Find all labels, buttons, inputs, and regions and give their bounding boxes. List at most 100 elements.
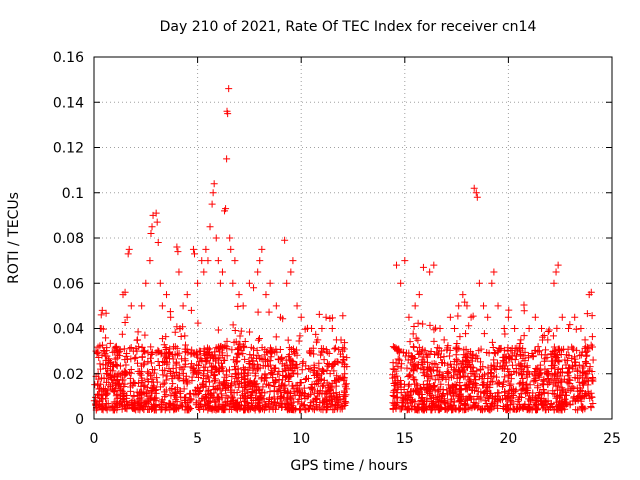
data-point-background [569,397,577,405]
data-point-background [547,362,555,370]
data-point-background [549,389,557,397]
data-point-background [300,401,308,409]
data-point-background [179,369,187,377]
data-point-background [162,386,170,394]
data-point-background [284,336,292,344]
data-point-background [206,397,214,405]
data-point-background [218,403,226,411]
data-point-background [108,376,116,384]
data-point [415,291,423,299]
data-point-background [240,384,248,392]
data-point-background [426,321,434,329]
data-point-background [425,384,433,392]
data-point-background [460,401,468,409]
data-point-background [254,308,262,316]
data-point-background [148,349,156,357]
data-point-background [413,406,421,414]
data-point-background [515,393,523,401]
data-point-background [243,404,251,412]
data-point-background [173,351,181,359]
data-point-background [409,330,417,338]
data-point-background [264,357,272,365]
data-point [107,358,115,366]
data-point-background [419,345,427,353]
data-point-background [231,327,239,335]
data-point-background [138,378,146,386]
data-point-background [99,395,107,403]
data-point-background [118,330,126,338]
data-point-background [580,381,588,389]
axis-tick-labels: 0 0.02 0.04 0.06 0.08 0.1 0.12 0.14 0.16 0 5 10 15 20… [53,50,621,447]
data-point-background [403,395,411,403]
data-point-background [187,363,195,371]
x-tick-label: 15 [396,431,414,447]
data-point [129,347,137,355]
y-tick-label: 0.04 [53,322,84,338]
data-point-background [466,383,474,391]
data-point-background [431,386,439,394]
data-point-background [524,404,532,412]
data-point-background [272,377,280,385]
data-point-background [489,377,497,385]
data-point-background [339,395,347,403]
data-point-background [317,351,325,359]
data-point-background [405,380,413,388]
data-point-background [228,393,236,401]
data-point-background [239,342,247,350]
data-point-background [172,404,180,412]
data-point-background [239,394,247,402]
data-point-background [320,399,328,407]
data-point-background [307,349,315,357]
data-point-background [453,361,461,369]
data-point-background [408,352,416,360]
data-point [235,291,243,299]
data-point-background [298,366,306,374]
data-point-background [445,404,453,412]
data-point-background [554,401,562,409]
data-point [283,279,291,287]
data-point [488,279,496,287]
data-point-background [484,375,492,383]
data-point-background [284,396,292,404]
data-point-background [332,344,340,352]
data-point-background [568,354,576,362]
data-point [272,302,280,310]
data-point-background [171,343,179,351]
data-point-background [335,391,343,399]
data-point-background [131,379,139,387]
data-point-background [425,364,433,372]
data-point-background [272,333,280,341]
data-point-background [432,360,440,368]
data-point-background [283,388,291,396]
data-point [154,239,162,247]
data-point-background [494,397,502,405]
data-point-background [248,388,256,396]
data-point-background [476,365,484,373]
data-point-background [571,353,579,361]
data-point-background [464,405,472,413]
data-point-background [214,326,222,334]
data-point-background [320,356,328,364]
data-point-background [261,371,269,379]
data-point-background [440,397,448,405]
data-point-background [512,352,520,360]
data-point-background [501,365,509,373]
data-point-background [484,364,492,372]
data-point-background [184,349,192,357]
data-point [470,184,478,192]
data-point-background [343,354,351,362]
data-point-background [125,368,133,376]
data-point-background [508,351,516,359]
data-point-background [205,378,213,386]
data-point-background [289,406,297,414]
data-point-background [470,395,478,403]
data-point-background [241,355,249,363]
data-point-background [188,349,196,357]
data-point-background [418,356,426,364]
data-point-background [278,380,286,388]
data-point-background [122,361,130,369]
data-point-background [294,370,302,378]
data-point-background [235,345,243,353]
x-tick-label: 5 [193,431,202,447]
data-point-background [283,361,291,369]
